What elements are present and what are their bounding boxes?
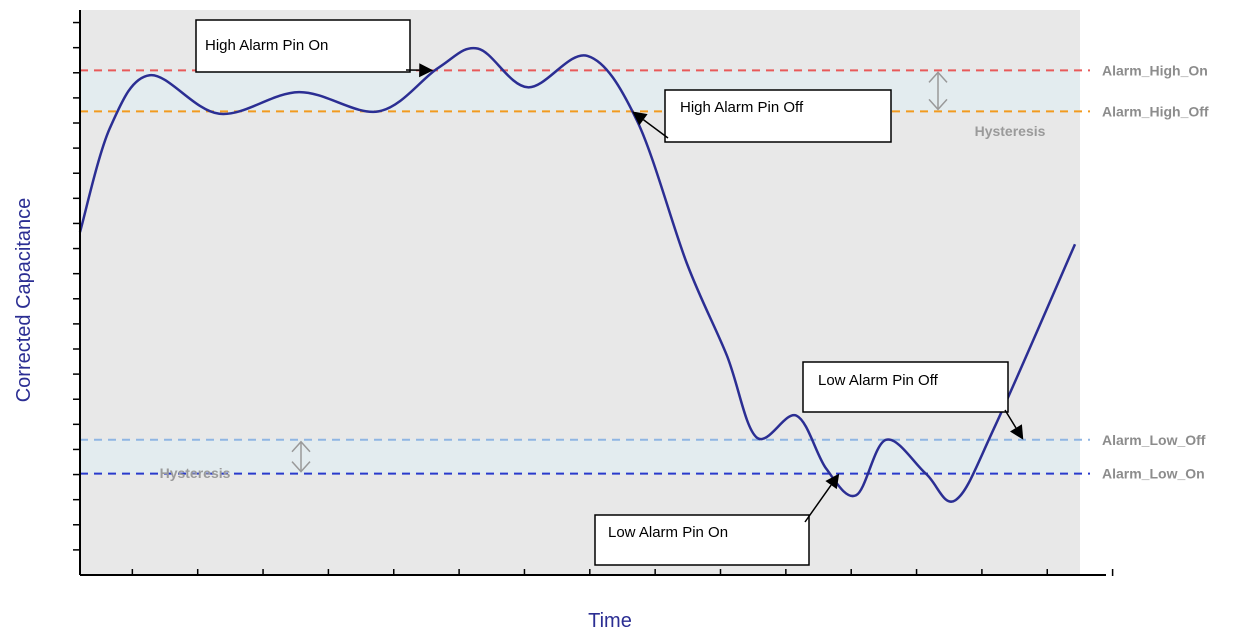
threshold-label-alarm_low_on: Alarm_Low_On xyxy=(1102,466,1205,482)
callout-arrowhead xyxy=(1010,424,1024,440)
callout-arrowhead xyxy=(419,63,434,78)
callout-low-alarm-pin-off: Low Alarm Pin Off xyxy=(802,361,1024,440)
callout-low-alarm-pin-on: Low Alarm Pin On xyxy=(594,473,840,566)
hysteresis-label-high: Hysteresis xyxy=(975,123,1046,139)
threshold-label-alarm_high_on: Alarm_High_On xyxy=(1102,62,1208,78)
x-axis-title: Time xyxy=(588,610,632,628)
hysteresis-label-low: Hysteresis xyxy=(160,465,231,481)
callout-text: Low Alarm Pin On xyxy=(608,524,728,541)
threshold-label-alarm_low_off: Alarm_Low_Off xyxy=(1102,432,1206,448)
callouts: High Alarm Pin On High Alarm Pin Off Low A… xyxy=(195,19,1024,566)
series-line-0 xyxy=(78,46,1077,503)
callout-text: High Alarm Pin On xyxy=(205,37,328,54)
y-axis-title: Corrected Capacitance xyxy=(13,198,35,403)
callout-high-alarm-pin-on: High Alarm Pin On xyxy=(195,19,434,78)
hysteresis-band-high xyxy=(80,70,1080,112)
hysteresis-band-low xyxy=(80,439,1080,474)
callout-arrowhead xyxy=(825,473,840,490)
hysteresis-arrow-high xyxy=(928,71,948,111)
axes xyxy=(73,10,1114,576)
callout-high-alarm-pin-off: High Alarm Pin Off xyxy=(632,89,892,143)
callout-arrowhead xyxy=(632,111,648,126)
callout-text: Low Alarm Pin Off xyxy=(818,372,939,389)
hysteresis-arrow-low xyxy=(291,440,311,473)
series-group xyxy=(78,46,1077,503)
threshold-label-alarm_high_off: Alarm_High_Off xyxy=(1102,103,1209,119)
callout-text: High Alarm Pin Off xyxy=(680,99,804,116)
hysteresis-markers: Hysteresis Hysteresis xyxy=(160,71,1046,481)
